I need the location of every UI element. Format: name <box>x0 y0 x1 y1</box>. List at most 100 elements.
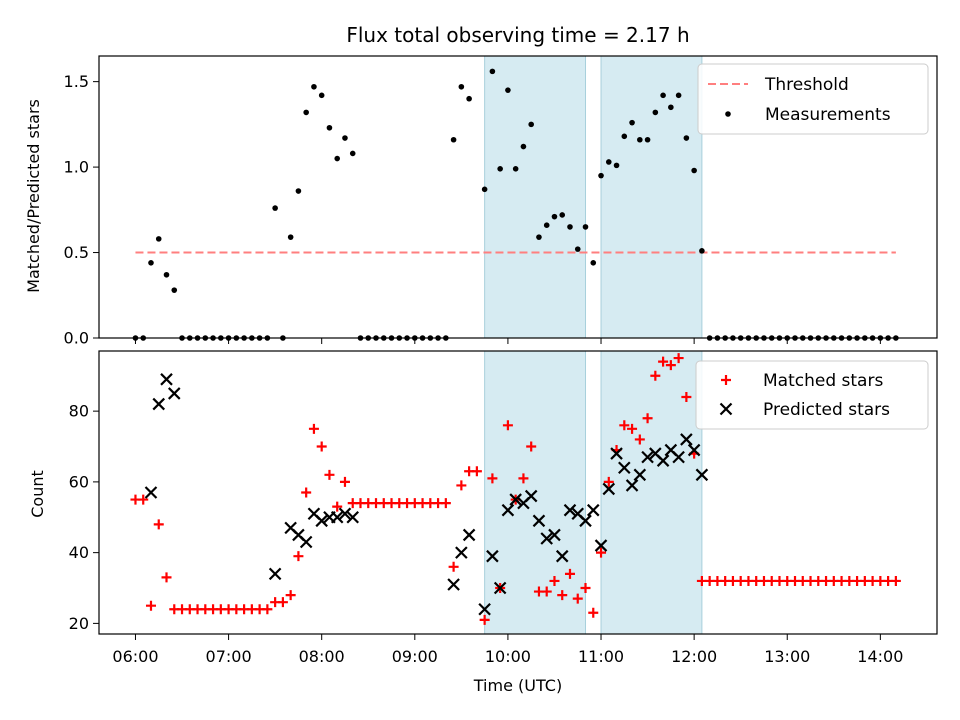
bottom-panel: 20 40 60 80 06:00 07:00 08:00 09:00 10:00 11:00 12… <box>69 350 938 666</box>
predicted-stars-point <box>268 567 282 581</box>
measurement-point <box>559 212 566 218</box>
matched-stars-point <box>145 600 156 611</box>
matched-stars-point <box>541 586 552 597</box>
matched-stars-point <box>293 551 304 562</box>
predicted-stars-point <box>447 578 460 591</box>
predicted-stars-point <box>594 539 608 552</box>
matched-stars-point <box>673 353 684 364</box>
measurement-point <box>318 92 325 99</box>
measurement-point <box>644 136 651 143</box>
predicted-stars-point <box>462 528 476 542</box>
measurement-point <box>303 109 309 116</box>
predicted-stars-point <box>602 482 616 496</box>
predicted-stars-point <box>579 514 592 528</box>
bottom-x-tick-label: 12:00 <box>671 647 717 666</box>
bottom-x-tick-label: 06:00 <box>112 647 158 666</box>
measurement-point <box>605 159 612 165</box>
top-panel: 0.0 0.5 1.0 1.5 <box>64 55 938 348</box>
top-shaded-region <box>484 55 587 339</box>
predicted-stars-point <box>330 510 344 524</box>
predicted-stars-point <box>338 507 352 521</box>
measurement-point <box>652 109 659 116</box>
predicted-stars-point <box>695 468 709 482</box>
matched-stars-point <box>665 360 676 371</box>
measurement-point <box>311 83 317 90</box>
chart-title: Flux total observing time = 2.17 h <box>346 23 689 47</box>
matched-stars-point <box>332 501 343 512</box>
matched-stars-point <box>487 473 498 484</box>
legend-threshold-label: Threshold <box>764 75 849 95</box>
predicted-stars-point <box>633 468 647 482</box>
measurement-point <box>668 104 674 111</box>
bottom-x-tick-label: 09:00 <box>392 647 438 666</box>
measurement-point <box>629 119 635 126</box>
measurement-point <box>450 136 457 143</box>
predicted-stars-point <box>641 450 654 464</box>
matched-stars-point <box>588 607 599 618</box>
matched-stars-point <box>642 413 653 424</box>
measurement-point <box>699 248 705 254</box>
matched-stars-point <box>721 375 731 385</box>
predicted-stars-point <box>618 461 631 475</box>
bottom-axes-frame <box>98 350 938 635</box>
predicted-stars-point <box>299 535 313 549</box>
predicted-stars-point <box>501 503 515 517</box>
measurement-point <box>582 224 589 230</box>
predicted-stars-point <box>152 397 166 411</box>
matched-stars-point <box>681 391 692 402</box>
predicted-stars-point <box>563 503 577 517</box>
bottom-y-axis-label: Count <box>28 470 47 518</box>
predicted-stars-point <box>625 479 639 492</box>
measurement-point <box>543 222 550 228</box>
matched-stars-point <box>557 590 568 601</box>
matched-stars-point <box>262 604 273 615</box>
measurement-point <box>637 136 643 143</box>
matched-stars-point <box>502 420 513 431</box>
measurement-point <box>163 271 170 278</box>
measurement-point <box>326 124 333 131</box>
predicted-stars-point <box>548 528 561 542</box>
measurement-point <box>551 213 558 220</box>
matched-stars-point <box>890 575 901 586</box>
measurement-point <box>148 260 154 266</box>
predicted-stars-point <box>555 549 569 563</box>
matched-stars-point <box>339 476 350 487</box>
matched-stars-point <box>308 423 319 434</box>
measurement-point <box>349 150 356 157</box>
measurement-point <box>691 167 697 174</box>
measurement-point <box>334 155 341 162</box>
legend-predicted-label: Predicted stars <box>763 400 890 420</box>
predicted-stars-point <box>493 581 507 595</box>
measurement-point <box>287 234 294 240</box>
legend-measurements-swatch <box>725 111 731 117</box>
matched-stars-point <box>596 547 607 558</box>
measurement-point <box>342 135 348 141</box>
top-y-axis-label: Matched/Predicted stars <box>24 99 43 293</box>
predicted-stars-point <box>672 450 685 464</box>
matched-stars-point <box>301 487 312 498</box>
legend-matched-label: Matched stars <box>763 371 883 391</box>
bottom-x-tick-label: 11:00 <box>578 647 624 666</box>
predicted-stars-point <box>478 602 491 616</box>
measurement-point <box>621 133 628 140</box>
bottom-y-tick-label: 80 <box>69 402 89 421</box>
matched-stars-point <box>549 575 560 586</box>
measurement-point <box>497 166 503 172</box>
measurement-point <box>512 166 519 172</box>
predicted-stars-point <box>540 532 553 545</box>
measurement-point <box>683 135 690 141</box>
measurement-point <box>590 260 597 266</box>
measurement-point <box>567 224 573 230</box>
legend-bottom: Matched stars Predicted stars <box>695 360 929 430</box>
bottom-x-tick-label: 13:00 <box>764 647 810 666</box>
bottom-x-tick-label: 14:00 <box>857 647 903 666</box>
matched-stars-point <box>518 473 529 484</box>
matched-stars-point <box>526 441 537 452</box>
predicted-stars-point <box>167 387 181 400</box>
legend-top: Threshold Measurements <box>697 63 929 135</box>
bottom-x-tick-label: 07:00 <box>206 647 252 666</box>
top-y-tick-label: 0.0 <box>64 329 89 348</box>
measurement-point <box>295 188 302 194</box>
matched-stars-point <box>277 597 288 608</box>
